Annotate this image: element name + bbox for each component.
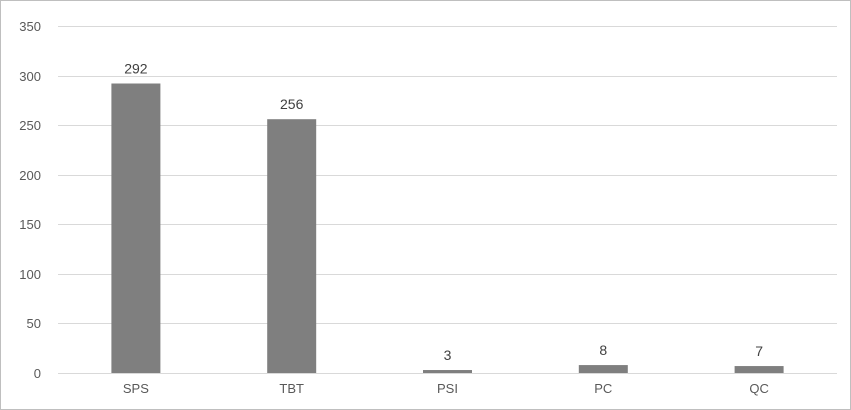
x-tick-label: QC (749, 381, 769, 396)
x-axis-tick-labels: SPS TBT PSI PC QC (123, 381, 769, 396)
bar (267, 119, 317, 374)
x-tick-label: PSI (437, 381, 458, 396)
data-labels: 292 256 3 8 7 (124, 61, 763, 364)
y-tick-label: 300 (19, 69, 41, 84)
y-axis-tick-labels: 0 50 100 150 200 250 300 350 (19, 19, 41, 381)
data-label: 3 (444, 347, 452, 363)
bar (423, 370, 472, 373)
y-tick-label: 0 (34, 366, 41, 381)
data-label: 256 (280, 96, 304, 112)
gridlines (58, 26, 837, 324)
data-label: 8 (599, 342, 607, 358)
y-tick-label: 350 (19, 19, 41, 34)
bar (578, 365, 628, 373)
y-tick-label: 100 (19, 267, 41, 282)
y-tick-label: 250 (19, 118, 41, 133)
bars (111, 83, 784, 374)
x-tick-label: TBT (279, 381, 304, 396)
data-label: 7 (755, 343, 763, 359)
bar (111, 83, 161, 373)
bar (734, 366, 784, 373)
y-tick-label: 200 (19, 168, 41, 183)
x-tick-label: SPS (123, 381, 149, 396)
y-tick-label: 50 (27, 316, 41, 331)
x-tick-label: PC (594, 381, 612, 396)
data-label: 292 (124, 61, 148, 77)
y-tick-label: 150 (19, 217, 41, 232)
